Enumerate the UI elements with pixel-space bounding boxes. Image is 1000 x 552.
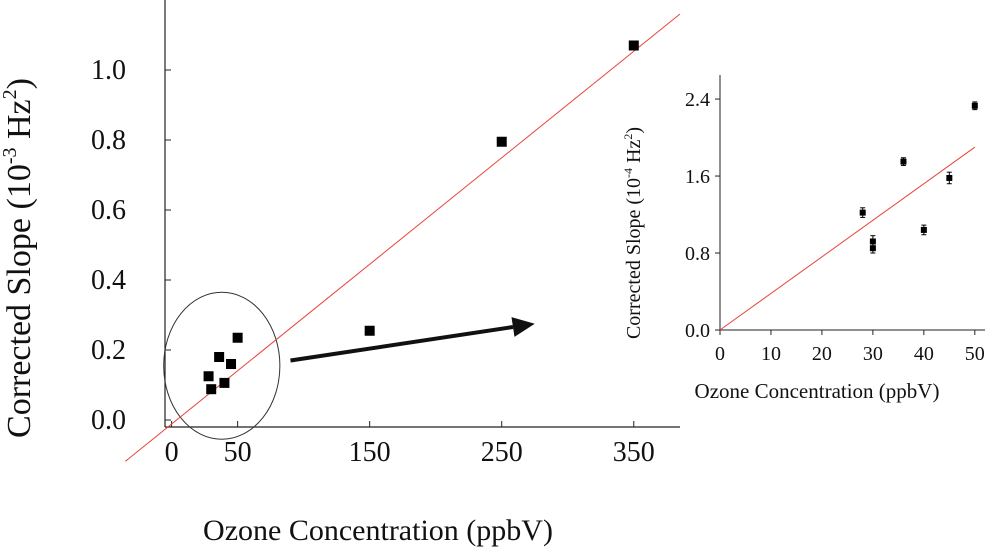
main-y-axis-title: Corrected Slope (10-3 Hz2) [0,78,38,438]
main-data-point [232,332,243,343]
inset-data-point [859,209,866,216]
main-data-point [219,377,230,388]
inset-x-tick-label: 40 [914,343,934,365]
inset-data-point [900,158,907,165]
inset-y-tick-label: 0.0 [685,320,710,342]
inset-y-tick-label: 2.4 [685,89,710,111]
main-y-tick-label: 0.4 [91,265,126,296]
main-marks [125,13,681,462]
inset-y-tick-label: 0.8 [685,243,710,265]
main-y-tick-label: 0.8 [91,125,126,156]
main-x-tick-label: 150 [349,437,391,468]
main-x-axis-title: Ozone Concentration (ppbV) [203,514,553,547]
main-fit-line [125,13,681,462]
main-data-point [203,371,214,382]
main-annotations [163,291,535,440]
inset-data-point [946,174,953,181]
main-x-tick-label: 50 [224,437,252,468]
inset-x-tick-label: 30 [863,343,883,365]
inset-x-tick-label: 10 [761,343,781,365]
main-y-tick-label: 0.2 [91,335,126,366]
main-data-point [206,384,217,395]
inset-chart: 0 10 20 30 40 50 0.0 0.8 1.6 2.4 Ozone Concentrat… [621,75,985,403]
inset-data-point [971,102,978,109]
inset-marks [719,101,978,331]
inset-y-axis-title: Corrected Slope (10-4 Hz2) [621,127,645,339]
callout-arrow-head [511,317,535,337]
inset-axes: 0 10 20 30 40 50 0.0 0.8 1.6 2.4 [685,75,985,365]
main-y-tick-label: 0.6 [91,195,126,226]
inset-data-point [869,238,876,245]
main-data-point [214,352,225,362]
main-axes: 0 50 150 250 350 0.0 0.2 0.4 0.6 0.8 1.0 [91,0,680,468]
main-y-tick-label: 0.0 [91,405,126,436]
inset-x-tick-label: 0 [715,343,725,365]
highlight-ellipse [163,291,281,440]
main-x-tick-label: 250 [481,437,523,468]
main-y-tick-label: 1.0 [91,55,126,86]
main-data-point [226,359,237,369]
inset-x-tick-label: 50 [965,343,985,365]
main-data-point [628,40,639,51]
main-x-tick-label: 350 [613,437,655,468]
main-chart: 0 50 150 250 350 0.0 0.2 0.4 0.6 0.8 1.0 Ozone Con… [0,0,681,547]
main-data-point [496,136,507,147]
inset-data-point [869,245,876,252]
main-x-tick-label: 0 [165,437,179,468]
inset-x-axis-title: Ozone Concentration (ppbV) [695,379,940,403]
inset-fit-line [719,146,976,331]
inset-x-tick-label: 20 [812,343,832,365]
inset-data-point [920,226,927,233]
inset-y-tick-label: 1.6 [685,166,710,188]
callout-arrow-shaft [290,325,514,363]
main-data-point [364,325,375,336]
